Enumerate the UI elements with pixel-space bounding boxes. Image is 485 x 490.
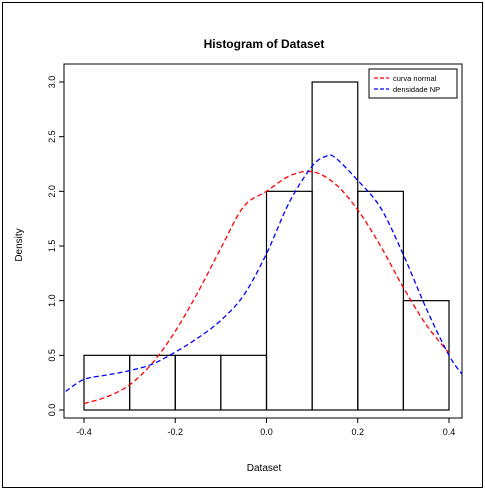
x-tick-label: 0.2 <box>351 427 364 437</box>
plot-area: -0.4 -0.2 0.0 0.2 0.4 0.0 0.5 1.0 1.5 2.0 2.5 3.0 cu… <box>47 63 463 437</box>
histogram-bar-5 <box>265 190 313 411</box>
histogram-bar-7 <box>357 190 404 411</box>
x-axis-label: Dataset <box>247 463 282 474</box>
plot-border <box>63 63 463 419</box>
y-tick-label: 1.5 <box>47 240 57 253</box>
legend-label-2: densidade NP <box>393 85 440 94</box>
y-tick-label: 2.5 <box>47 130 57 143</box>
legend-box <box>368 68 458 99</box>
y-axis-label: Density <box>14 228 25 261</box>
x-tick-label: 0.4 <box>443 427 456 437</box>
x-tick-label: 0.0 <box>260 427 273 437</box>
y-tick-label: 1.0 <box>47 294 57 307</box>
density-curve-1 <box>83 170 450 405</box>
legend-label-1: curva normal <box>393 74 437 83</box>
histogram-bar-1 <box>83 354 131 411</box>
histogram-bar-4 <box>220 354 268 411</box>
x-tick-label: -0.4 <box>76 427 92 437</box>
y-tick-label: 0.0 <box>47 404 57 417</box>
chart-title: Histogram of Dataset <box>204 37 325 51</box>
histogram-bar-6 <box>311 81 359 411</box>
y-tick-label: 2.0 <box>47 185 57 198</box>
density-curve-2 <box>65 154 462 392</box>
histogram-bar-3 <box>174 354 222 411</box>
histogram-bar-8 <box>402 300 450 411</box>
y-tick-label: 0.5 <box>47 349 57 362</box>
x-tick-label: -0.2 <box>167 427 183 437</box>
y-tick-label: 3.0 <box>47 76 57 89</box>
